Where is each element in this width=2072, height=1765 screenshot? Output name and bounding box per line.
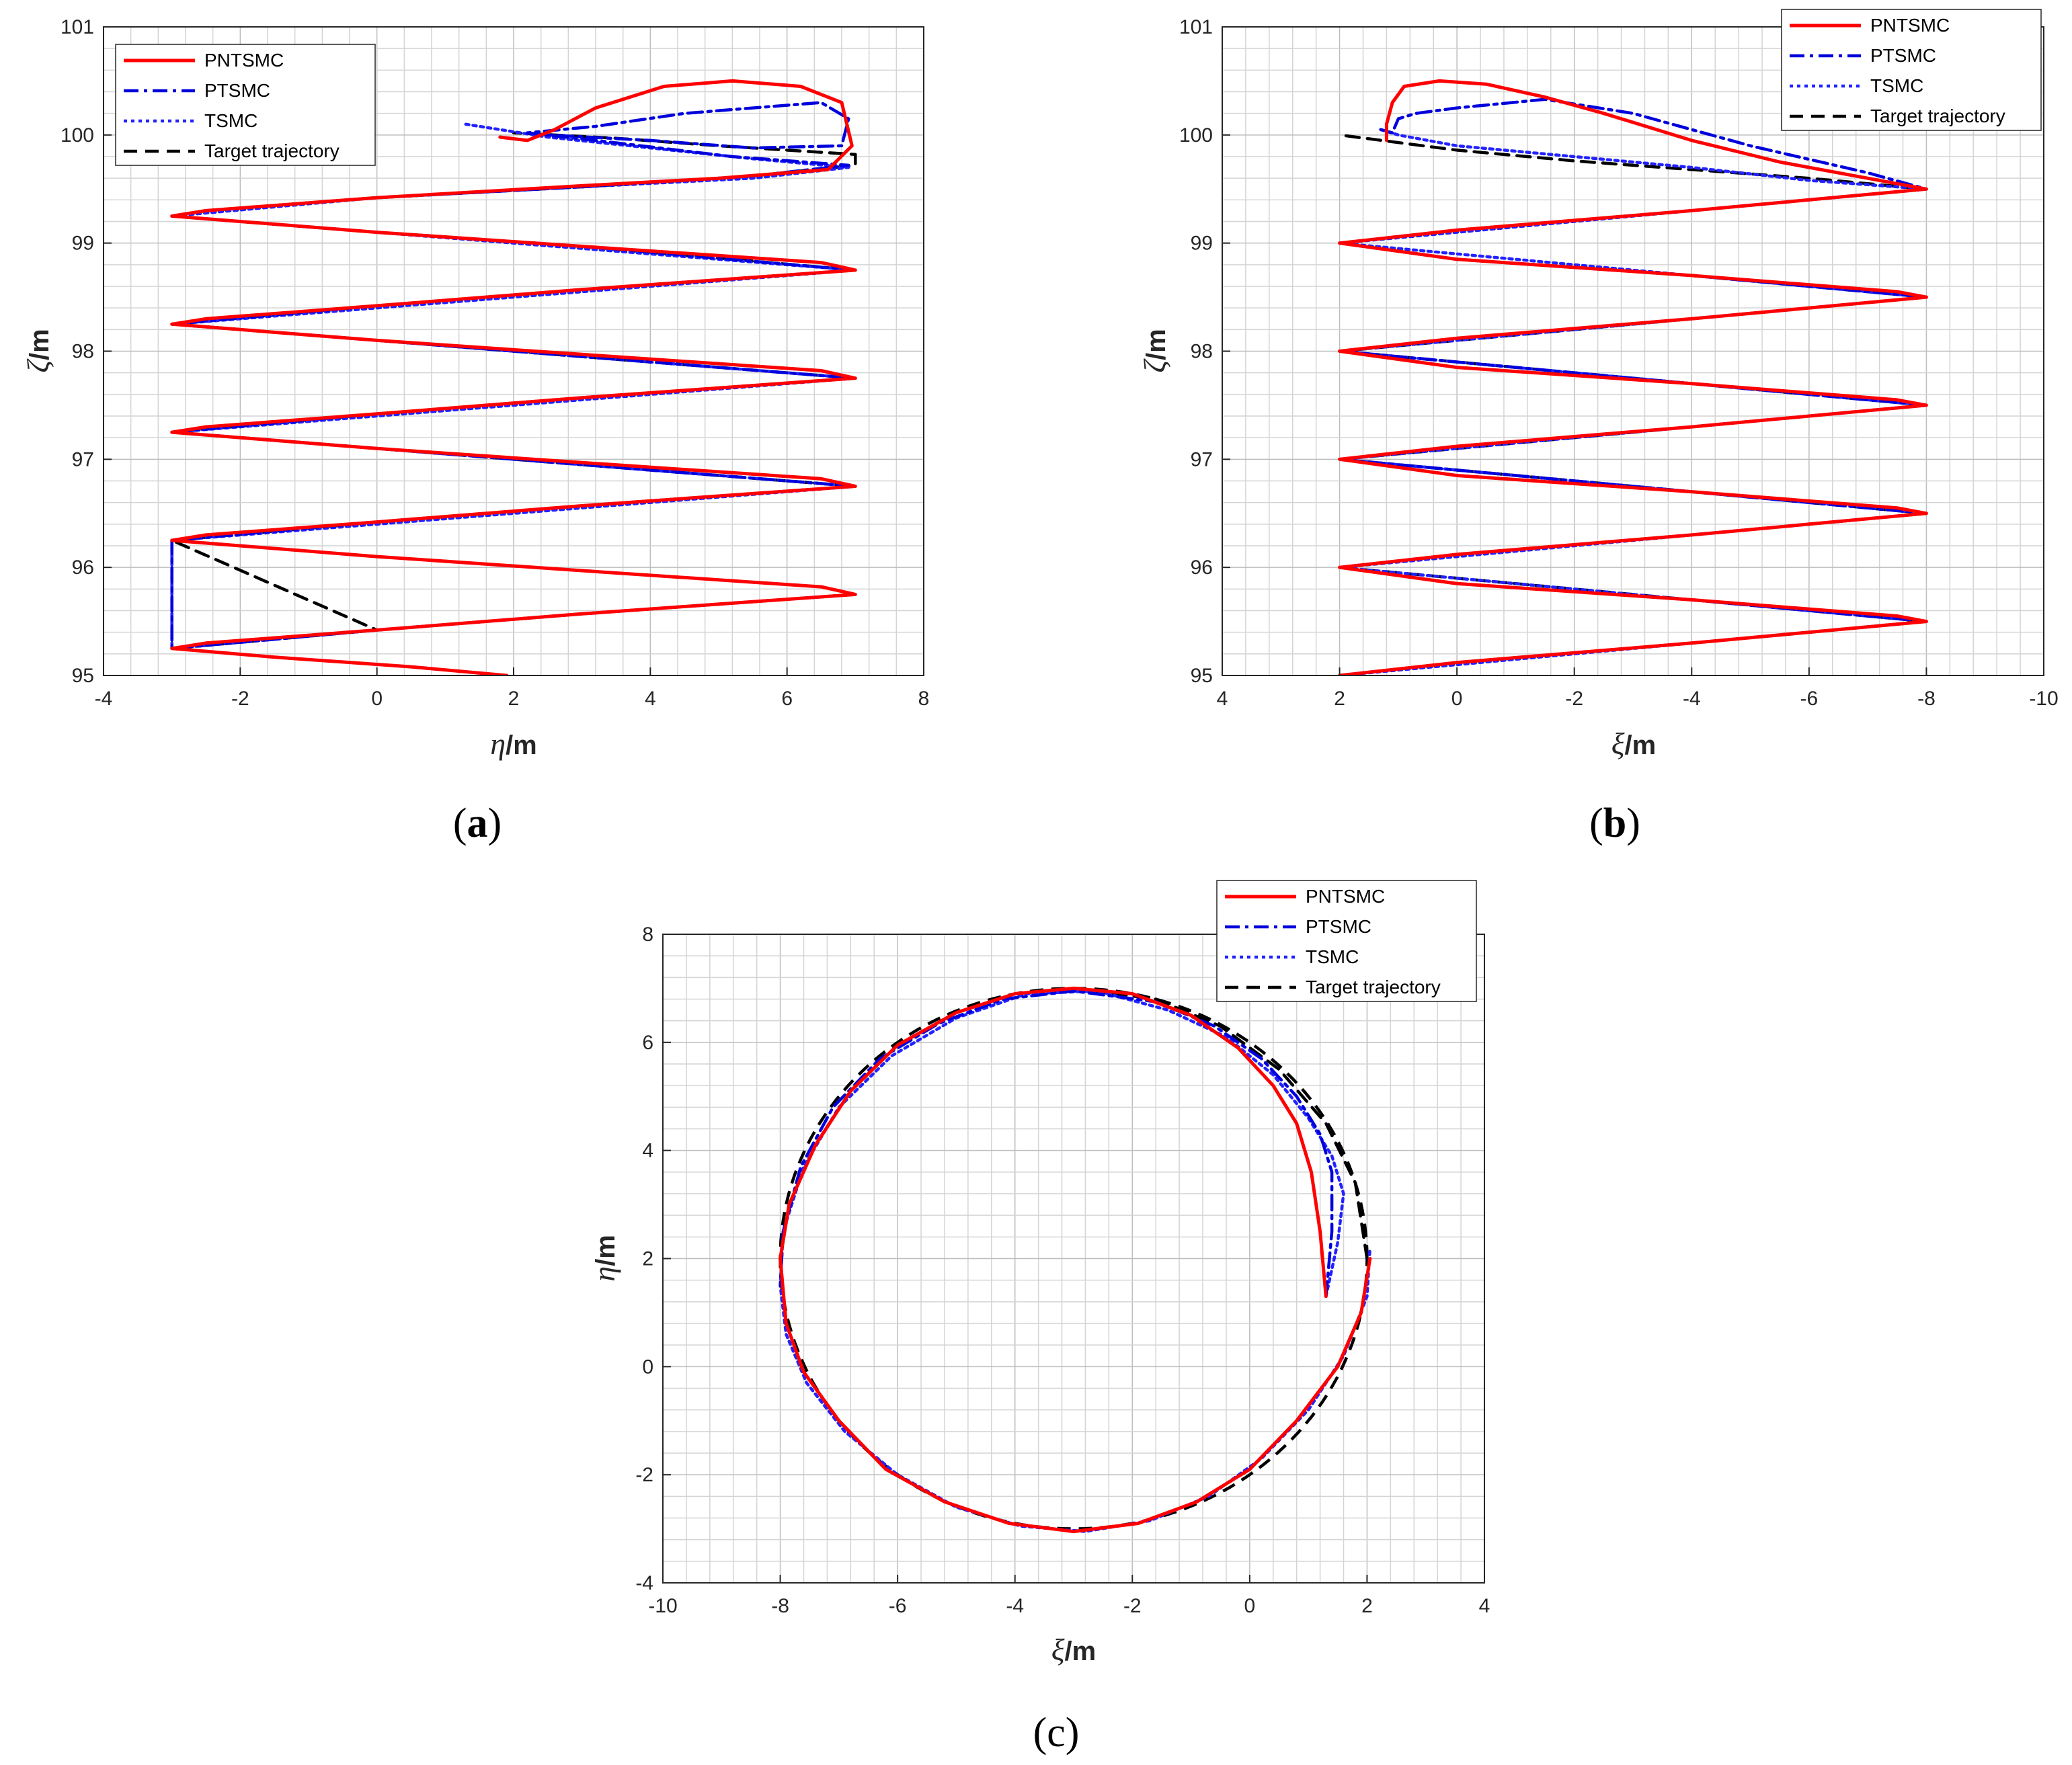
panel-a-ylabel: ζ/m xyxy=(21,329,55,372)
y-tick-label: 97 xyxy=(72,448,94,470)
panel-c-legend-tsmc: TSMC xyxy=(1306,946,1359,967)
x-tick-label: 4 xyxy=(1217,688,1228,710)
panel-a-caption: (a) xyxy=(453,801,502,846)
series-line-pntsmc xyxy=(1338,79,1928,675)
x-tick-label: 8 xyxy=(918,688,930,710)
x-tick-label: -8 xyxy=(771,1595,789,1617)
panel-b-ylabel: ζ/m xyxy=(1138,329,1172,372)
panel-c-legend-pntsmc: PNTSMC xyxy=(1306,886,1385,907)
y-tick-label: 4 xyxy=(642,1140,653,1162)
y-tick-label: 0 xyxy=(642,1356,653,1378)
y-tick-label: 97 xyxy=(1191,448,1213,470)
y-tick-label: 100 xyxy=(1179,124,1213,147)
x-tick-label: 0 xyxy=(1451,688,1463,710)
panel-b-legend: PNTSMC PTSMC TSMC Target trajectory xyxy=(1781,9,2042,131)
panel-a-legend: PNTSMC PTSMC TSMC Target trajectory xyxy=(115,44,376,166)
panel-a-legend-box xyxy=(115,44,376,166)
x-tick-label: 2 xyxy=(1334,688,1345,710)
panel-a-legend-pntsmc: PNTSMC xyxy=(204,50,284,71)
panel-a-curves xyxy=(170,79,857,675)
series-line-pntsmc xyxy=(170,79,857,675)
x-tick-label: -2 xyxy=(1565,688,1583,710)
x-tick-label: 0 xyxy=(371,688,383,710)
y-tick-label: 95 xyxy=(1191,665,1213,687)
panel-c-xlabel: ξ/m xyxy=(1051,1633,1096,1667)
y-tick-label: 8 xyxy=(642,923,653,946)
panel-b-legend-ptsmc: PTSMC xyxy=(1870,45,1936,66)
panel-a-x-ticks: -4 -2 0 2 4 6 8 xyxy=(95,667,930,710)
x-tick-label: -4 xyxy=(1683,688,1701,710)
x-tick-label: -10 xyxy=(2029,688,2058,710)
panel-c-y-ticks: -4 -2 0 2 4 6 8 xyxy=(635,923,671,1594)
y-tick-label: 96 xyxy=(1191,557,1213,579)
x-tick-label: 2 xyxy=(508,688,520,710)
series-line-target-trajectory xyxy=(1072,987,1369,1260)
panel-b-grid xyxy=(1222,27,2044,675)
panel-b-x-ticks: 4 2 0 -2 -4 -6 -8 -10 xyxy=(1217,667,2059,710)
panel-c-curves xyxy=(779,986,1372,1534)
panel-a-xlabel: η/m xyxy=(490,727,537,761)
panel-a-legend-ptsmc: PTSMC xyxy=(204,80,270,101)
panel-b-legend-tsmc: TSMC xyxy=(1870,75,1923,96)
y-tick-label: 100 xyxy=(61,124,94,147)
x-tick-label: 0 xyxy=(1244,1595,1256,1617)
x-tick-label: -4 xyxy=(1006,1595,1024,1617)
panel-b-legend-target: Target trajectory xyxy=(1870,106,2005,126)
panel-b-y-ticks: 95 96 97 98 99 100 101 xyxy=(1179,16,1230,687)
y-tick-label: 99 xyxy=(72,233,94,255)
panel-c-legend-ptsmc: PTSMC xyxy=(1306,916,1371,937)
panel-c-ylabel: η/m xyxy=(587,1235,621,1282)
y-tick-label: 6 xyxy=(642,1032,653,1054)
y-tick-label: 98 xyxy=(72,341,94,363)
x-tick-label: -10 xyxy=(648,1595,677,1617)
series-line-ptsmc xyxy=(779,989,1334,1299)
panel-a-legend-target: Target trajectory xyxy=(204,140,340,161)
panel-a-y-ticks: 95 96 97 98 99 100 101 xyxy=(61,16,112,687)
y-tick-label: 99 xyxy=(1191,233,1213,255)
panel-c-x-ticks: -10 -8 -6 -4 -2 0 2 4 xyxy=(648,1575,1490,1617)
x-tick-label: -2 xyxy=(1123,1595,1142,1617)
panel-c-legend: PNTSMC PTSMC TSMC Target trajectory xyxy=(1216,880,1477,1002)
y-tick-label: 101 xyxy=(61,16,94,38)
y-tick-label: 98 xyxy=(1191,341,1213,363)
y-tick-label: 101 xyxy=(1179,16,1213,38)
y-tick-label: -4 xyxy=(635,1572,653,1594)
x-tick-label: 4 xyxy=(1479,1595,1490,1617)
panel-b-xlabel: ξ/m xyxy=(1611,727,1656,761)
panel-c-chart: -10 -8 -6 -4 -2 0 2 4 -4 -2 0 2 4 6 8 ξ/m η/m PNTSMC … xyxy=(587,880,1490,1756)
y-tick-label: 95 xyxy=(72,665,94,687)
series-line-pntsmc xyxy=(779,986,1372,1534)
x-tick-label: 4 xyxy=(645,688,656,710)
x-tick-label: -6 xyxy=(889,1595,907,1617)
x-tick-label: -4 xyxy=(95,688,113,710)
panel-c-legend-target: Target trajectory xyxy=(1306,977,1441,997)
panel-a-chart: -4 -2 0 2 4 6 8 95 96 97 98 99 100 101 η/m ζ/m PNTSM… xyxy=(21,16,929,846)
y-tick-label: 2 xyxy=(642,1248,653,1270)
panel-c-grid xyxy=(663,934,1484,1583)
panel-c-caption: (c) xyxy=(1033,1710,1080,1756)
x-tick-label: -8 xyxy=(1917,688,1936,710)
y-tick-label: 96 xyxy=(72,557,94,579)
panel-b-legend-pntsmc: PNTSMC xyxy=(1870,15,1950,36)
x-tick-label: 6 xyxy=(781,688,793,710)
y-tick-label: -2 xyxy=(635,1464,653,1486)
panel-b-curves xyxy=(1338,79,1928,675)
panel-a-legend-tsmc: TSMC xyxy=(204,110,257,131)
panel-c-legend-box xyxy=(1216,880,1477,1002)
x-tick-label: -6 xyxy=(1800,688,1819,710)
x-tick-label: -2 xyxy=(231,688,249,710)
panel-b-legend-box xyxy=(1781,9,2042,131)
panel-b-caption: (b) xyxy=(1589,801,1640,846)
x-tick-label: 2 xyxy=(1361,1595,1373,1617)
